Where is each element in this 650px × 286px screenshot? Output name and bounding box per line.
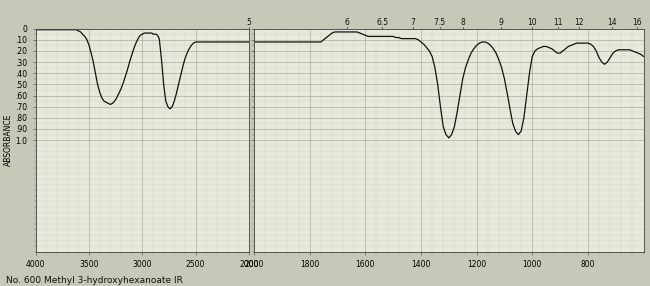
Text: 14: 14 <box>607 18 616 27</box>
Text: 8: 8 <box>460 18 465 27</box>
Text: 5: 5 <box>246 18 252 27</box>
Text: 16: 16 <box>632 18 642 27</box>
Text: 6: 6 <box>344 18 349 27</box>
Text: 6.5: 6.5 <box>376 18 389 27</box>
Text: No. 600 Methyl 3-hydroxyhexanoate IR: No. 600 Methyl 3-hydroxyhexanoate IR <box>6 276 183 285</box>
Text: 10: 10 <box>527 18 537 27</box>
Text: 9: 9 <box>499 18 504 27</box>
Y-axis label: ABSORBANCE: ABSORBANCE <box>3 114 12 166</box>
Text: 11: 11 <box>552 18 562 27</box>
Text: 7: 7 <box>411 18 415 27</box>
Text: 12: 12 <box>574 18 583 27</box>
Text: 7.5: 7.5 <box>434 18 446 27</box>
